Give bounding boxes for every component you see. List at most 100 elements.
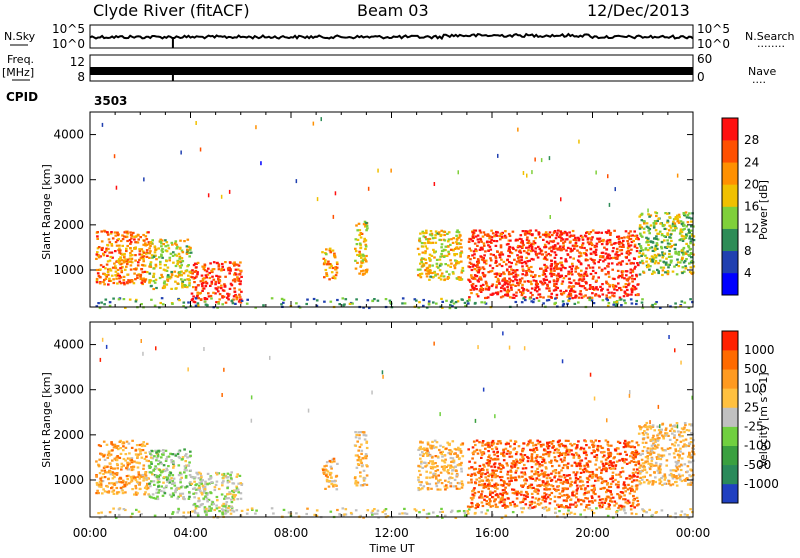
data-cell	[590, 231, 593, 233]
data-cell	[182, 260, 185, 262]
data-cell	[487, 450, 490, 452]
data-cell	[488, 446, 491, 448]
data-cell	[685, 237, 688, 239]
data-cell	[494, 466, 497, 468]
data-cell	[605, 491, 608, 493]
data-cell	[138, 462, 141, 464]
data-cell	[355, 454, 358, 456]
data-cell	[609, 239, 612, 241]
data-cell	[598, 477, 601, 479]
data-cell	[103, 303, 106, 305]
data-cell	[667, 264, 670, 266]
data-cell	[325, 475, 328, 477]
data-cell	[142, 258, 145, 260]
data-cell	[112, 267, 115, 269]
data-cell	[637, 503, 640, 505]
data-cell	[179, 240, 182, 242]
data-cell	[632, 240, 635, 242]
data-cell	[598, 440, 601, 442]
data-cell	[363, 238, 366, 240]
data-cell	[590, 440, 593, 442]
data-cell	[567, 463, 570, 465]
data-cell	[601, 498, 604, 500]
data-cell	[150, 457, 153, 459]
data-cell	[532, 250, 535, 252]
data-cell	[618, 474, 621, 476]
data-cell	[557, 273, 560, 275]
data-cell	[655, 245, 658, 247]
data-cell	[538, 465, 541, 467]
data-cell	[419, 233, 422, 235]
data-cell	[130, 234, 133, 236]
data-cell	[549, 477, 552, 479]
data-cell	[573, 279, 576, 281]
data-cell	[683, 224, 686, 226]
data-cell	[631, 451, 634, 453]
data-cell	[662, 261, 665, 263]
data-cell	[165, 260, 168, 262]
data-cell	[436, 263, 439, 265]
data-cell	[191, 299, 194, 301]
data-cell	[160, 463, 163, 465]
data-cell	[507, 443, 510, 445]
data-cell	[457, 464, 460, 466]
data-cell	[525, 467, 528, 469]
data-cell	[569, 477, 572, 479]
data-cell	[584, 468, 587, 470]
data-cell	[328, 278, 331, 280]
data-cell	[157, 450, 160, 452]
data-cell	[510, 268, 513, 270]
data-cell	[153, 455, 156, 457]
data-cell	[653, 222, 656, 224]
data-cell	[682, 266, 685, 268]
data-cell	[142, 474, 145, 476]
data-cell	[515, 292, 518, 294]
data-cell	[474, 474, 477, 476]
data-cell	[111, 275, 114, 277]
data-cell	[108, 454, 111, 456]
data-cell	[524, 498, 527, 500]
data-cell	[107, 491, 110, 493]
data-cell	[131, 280, 134, 282]
data-cell	[204, 269, 207, 271]
data-cell	[550, 296, 553, 298]
data-cell	[233, 287, 236, 289]
data-cell	[476, 440, 479, 442]
data-cell	[621, 274, 624, 276]
data-cell	[573, 471, 576, 473]
data-cell-sparse	[208, 193, 210, 197]
data-cell	[117, 260, 120, 262]
data-cell	[332, 250, 335, 252]
data-cell-sparse	[390, 169, 392, 173]
data-cell	[203, 287, 206, 289]
data-cell	[551, 234, 554, 236]
data-cell	[448, 443, 451, 445]
data-cell	[437, 480, 440, 482]
data-cell	[460, 468, 463, 470]
data-cell	[536, 253, 539, 255]
data-cell	[635, 488, 638, 490]
data-cell	[96, 490, 99, 492]
data-cell	[541, 464, 544, 466]
data-cell	[543, 448, 546, 450]
data-cell	[106, 244, 109, 246]
data-cell	[479, 238, 482, 240]
data-cell	[479, 276, 482, 278]
data-cell	[618, 238, 621, 240]
data-cell	[436, 259, 439, 261]
data-cell	[659, 223, 662, 225]
data-cell	[512, 247, 515, 249]
data-cell	[665, 258, 668, 260]
data-cell	[441, 482, 444, 484]
data-cell	[566, 466, 569, 468]
data-cell	[662, 269, 665, 271]
data-cell	[453, 453, 456, 455]
data-cell	[689, 242, 692, 244]
data-cell	[565, 481, 568, 483]
data-cell	[683, 261, 686, 263]
data-cell	[142, 441, 145, 443]
data-cell	[426, 267, 429, 269]
data-cell	[429, 472, 432, 474]
data-cell	[583, 273, 586, 275]
data-cell	[668, 229, 671, 231]
